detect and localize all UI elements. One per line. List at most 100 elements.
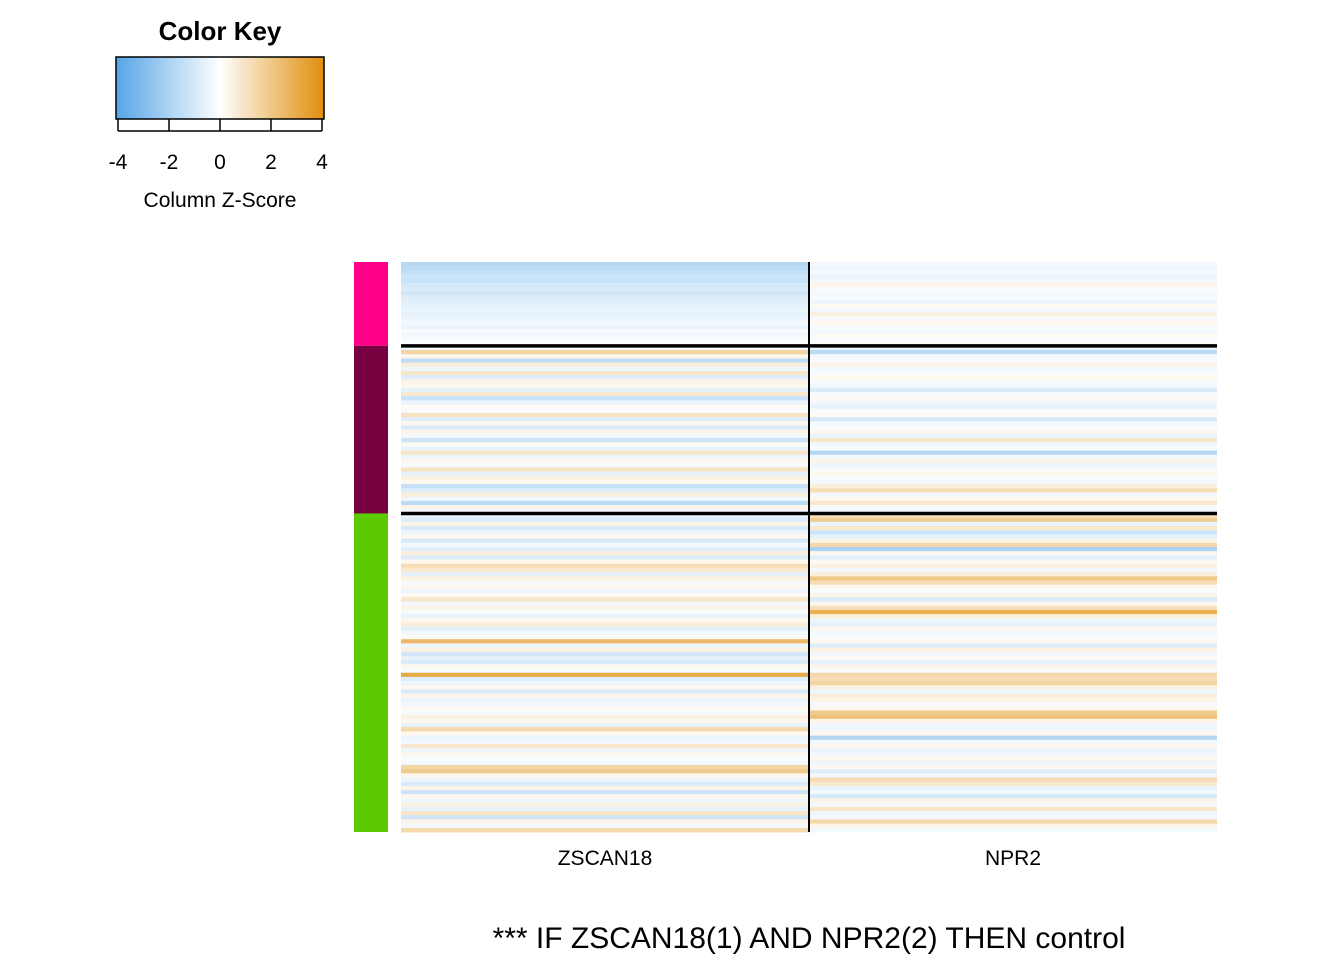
heatmap-cell [401,517,809,523]
heatmap-cell [401,492,809,498]
heatmap-cell [809,622,1217,628]
heatmap-cell [401,635,809,640]
heatmap-cell [401,609,809,615]
heatmap-cell [401,647,809,653]
heatmap-cell [401,685,809,690]
heatmap-cell [809,739,1217,745]
heatmap-cell [401,542,809,548]
heatmap-cell [809,547,1217,552]
row-group-color-bar [354,513,388,832]
heatmap-cell [401,823,809,829]
heatmap-cell [809,752,1217,758]
heatmap-cell [401,676,809,682]
heatmap-cell [401,806,809,812]
heatmap-cell [809,593,1217,598]
heatmap-cell [401,421,809,426]
heatmap-cell [809,806,1217,812]
heatmap-cell [809,655,1217,661]
heatmap-cell [809,303,1217,309]
heatmap-cell [809,639,1217,644]
heatmap-cell [809,576,1217,582]
heatmap-cell [809,718,1217,724]
heatmap-cell [401,769,809,774]
heatmap-cell [401,463,809,468]
heatmap-cell [401,458,809,464]
heatmap-cell [401,400,809,405]
heatmap-cell [809,614,1217,619]
heatmap-cell [401,291,809,297]
heatmap-cell [809,513,1217,519]
heatmap-cell [401,333,809,338]
heatmap-cell [809,370,1217,376]
heatmap-cell [809,458,1217,464]
heatmap-cell [809,517,1217,523]
heatmap-cell [809,421,1217,426]
heatmap-cell [401,433,809,439]
heatmap-cell [809,588,1217,594]
heatmap-cell [809,450,1217,456]
heatmap-cell [401,303,809,309]
color-key-tick-label: 0 [214,151,226,174]
row-group-color-bar [354,262,388,346]
heatmap-cell [809,446,1217,452]
heatmap-cell [809,266,1217,271]
heatmap-cell [809,354,1217,359]
heatmap-cell [401,425,809,431]
heatmap-cell [809,467,1217,473]
heatmap-cell [809,748,1217,753]
heatmap-cell [401,811,809,816]
heatmap-cell [809,471,1217,477]
heatmap-cell [401,530,809,535]
heatmap-cell [809,534,1217,540]
heatmap-cell [401,651,809,657]
heatmap-cell [809,526,1217,531]
heatmap-cell [809,417,1217,422]
heatmap-cell [809,777,1217,783]
heatmap-cell [809,760,1217,766]
heatmap-cell [401,655,809,661]
heatmap-cell [809,299,1217,305]
heatmap-cell [401,588,809,594]
heatmap-cell [401,802,809,808]
heatmap-cell [809,358,1217,364]
heatmap-cell [401,710,809,716]
heatmap-cell [401,702,809,707]
column-labels: ZSCAN18 NPR2 [558,847,1041,870]
heatmap-cell [809,475,1217,481]
heatmap-cell [809,337,1217,343]
heatmap-cell [401,735,809,741]
heatmap-cell [809,366,1217,372]
heatmap-cell [401,375,809,380]
row-group-sidebar [354,262,388,832]
heatmap-cell [401,706,809,711]
heatmap-cell [401,660,809,665]
heatmap-cell [809,408,1217,414]
heatmap-cell [809,391,1217,397]
heatmap-cell [401,748,809,753]
heatmap-cell [809,479,1217,485]
row-group-color-bar [354,345,388,514]
heatmap-cell [809,584,1217,590]
heatmap-cell [401,672,809,678]
heatmap-cell [809,727,1217,732]
heatmap-cell [401,320,809,326]
heatmap-cell [401,597,809,602]
heatmap-cell [809,743,1217,749]
heatmap-cell [401,819,809,825]
heatmap-cell [401,496,809,502]
heatmap-cell [401,295,809,301]
heatmap-cell [809,681,1217,686]
heatmap-cell [401,626,809,632]
heatmap-cell [809,693,1217,699]
heatmap-cell [809,723,1217,728]
heatmap-cell [809,282,1217,288]
heatmap-cell [809,375,1217,380]
heatmap-cell [809,433,1217,439]
heatmap-cell [401,618,809,623]
heatmap-cell [809,580,1217,586]
heatmap-cell [401,278,809,284]
heatmap-cell [401,538,809,544]
heatmap-cell [401,446,809,452]
heatmap-cell [809,387,1217,393]
heatmap-cell [401,559,809,565]
